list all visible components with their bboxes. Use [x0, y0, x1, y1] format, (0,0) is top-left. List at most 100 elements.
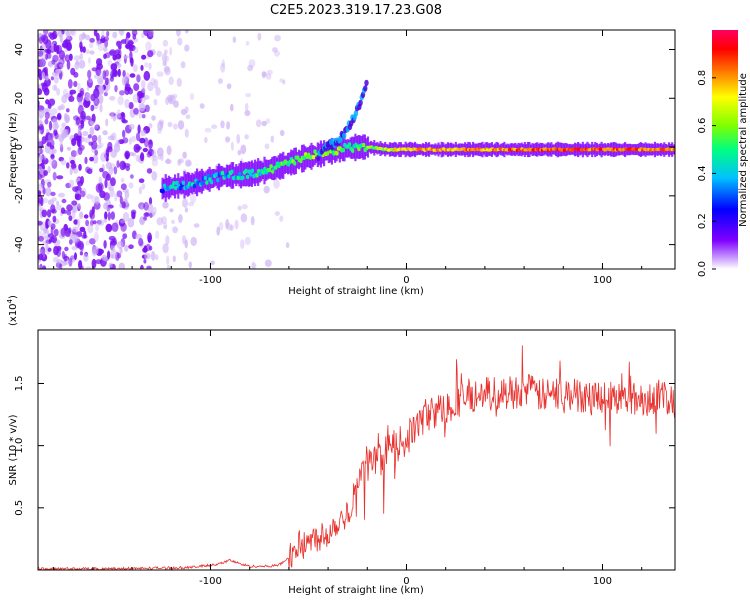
noise-speckle	[47, 165, 51, 174]
noise-speckle	[77, 240, 84, 250]
noise-speckle	[151, 115, 156, 121]
noise-speckle	[47, 103, 52, 109]
noise-speckle	[94, 149, 98, 156]
noise-speckle	[150, 77, 156, 86]
noise-speckle	[47, 181, 52, 188]
noise-speckle	[38, 120, 43, 125]
noise-speckle	[143, 259, 147, 264]
noise-speckle	[153, 79, 159, 89]
colorbar-gradient	[712, 30, 738, 269]
noise-speckle	[140, 129, 147, 137]
noise-speckle	[109, 177, 116, 187]
colorbar-tick-label: 0.0	[697, 261, 708, 277]
noise-speckle	[141, 114, 146, 119]
noise-speckle	[151, 149, 157, 159]
noise-speckle	[98, 176, 102, 185]
noise-speckle	[107, 206, 111, 213]
noise-speckle	[151, 158, 159, 167]
noise-speckle	[177, 37, 183, 46]
ridge-core	[175, 180, 179, 186]
ridge-halo	[363, 134, 366, 160]
noise-speckle	[118, 139, 125, 145]
noise-speckle	[98, 142, 104, 148]
noise-speckle	[117, 109, 121, 114]
snr-y-scale-exponent: 4	[6, 298, 14, 303]
noise-speckle	[50, 191, 56, 197]
noise-speckle	[240, 144, 247, 155]
noise-speckle	[61, 198, 67, 204]
noise-speckle	[84, 137, 91, 144]
noise-speckle	[41, 82, 48, 93]
noise-speckle	[77, 127, 81, 136]
noise-speckle	[41, 209, 48, 218]
noise-speckle	[38, 50, 43, 57]
noise-speckle	[132, 93, 139, 103]
noise-speckle	[60, 104, 65, 111]
noise-speckle	[110, 63, 118, 71]
noise-speckle	[184, 30, 189, 34]
noise-speckle	[85, 92, 91, 102]
snr-x-tick-label: -100	[199, 576, 222, 587]
noise-speckle	[45, 132, 52, 141]
noise-speckle	[124, 98, 130, 109]
noise-speckle	[146, 265, 152, 269]
noise-speckle	[98, 134, 102, 144]
noise-speckle	[38, 155, 42, 164]
noise-speckle	[178, 214, 183, 223]
noise-speckle	[81, 234, 88, 239]
spectrogram-x-tick-label: 100	[593, 275, 612, 286]
noise-speckle	[114, 193, 118, 202]
noise-speckle	[148, 30, 154, 36]
noise-speckle	[120, 183, 127, 190]
branch-mark	[326, 144, 332, 151]
spectrogram-y-tick-label: 20	[14, 92, 25, 105]
noise-speckle	[67, 79, 73, 89]
noise-speckle	[59, 141, 64, 148]
noise-speckle	[244, 134, 249, 140]
noise-speckle	[114, 85, 118, 93]
snr-y-scale-label: (x104)	[6, 295, 19, 326]
noise-speckle	[184, 239, 188, 249]
noise-speckle	[138, 112, 142, 119]
noise-speckle	[79, 226, 86, 232]
noise-speckle	[47, 220, 52, 226]
noise-speckle	[162, 39, 169, 47]
ridge-halo	[175, 178, 178, 195]
noise-speckle	[39, 263, 43, 269]
noise-speckle	[143, 201, 149, 211]
noise-speckle	[106, 30, 110, 37]
noise-speckle	[116, 113, 122, 119]
noise-speckle	[52, 256, 60, 263]
noise-speckle	[56, 112, 62, 121]
noise-speckle	[147, 235, 152, 243]
noise-speckle	[171, 219, 175, 224]
noise-speckle	[99, 167, 104, 173]
noise-speckle	[265, 73, 272, 80]
noise-speckle	[141, 80, 146, 89]
noise-speckle	[103, 240, 107, 249]
noise-speckle	[53, 228, 59, 237]
noise-speckle	[177, 120, 185, 130]
ridge-halo	[217, 163, 221, 191]
noise-speckle	[110, 211, 116, 220]
noise-speckle	[38, 50, 44, 57]
noise-speckle	[94, 196, 100, 205]
noise-speckle	[102, 171, 109, 179]
noise-speckle	[190, 92, 194, 101]
noise-speckle	[221, 59, 225, 68]
noise-speckle	[163, 221, 168, 229]
noise-speckle	[188, 261, 192, 269]
noise-speckle	[107, 250, 111, 260]
noise-speckle	[38, 189, 42, 195]
ridge-halo	[252, 162, 255, 184]
noise-speckle	[127, 41, 135, 46]
noise-speckle	[151, 171, 158, 181]
noise-speckle	[71, 200, 78, 206]
snr-y-scale-base: (x10	[8, 303, 19, 326]
noise-speckle	[41, 34, 46, 42]
snr-plot-area	[38, 330, 675, 570]
noise-speckle	[139, 137, 146, 144]
ridge-core	[172, 181, 176, 186]
noise-speckle	[80, 136, 85, 143]
noise-speckle	[89, 126, 95, 136]
